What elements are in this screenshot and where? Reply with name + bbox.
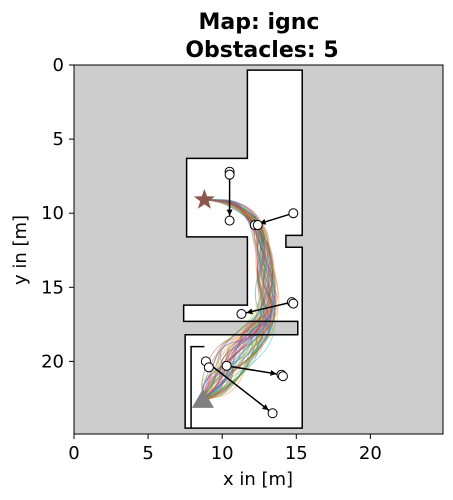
trajectory-line [202,199,270,402]
obstacle-end-circle [224,215,235,226]
goal-star-marker [193,188,215,209]
x-axis-label: x in [m] [223,469,293,490]
free-space [183,70,303,429]
y-axis-ticks: 0 5 10 15 20 [41,55,74,372]
obstacle-circle [224,169,235,180]
chart-title-line-2: Obstacles: 5 [185,38,338,63]
y-tick-label: 5 [53,129,64,150]
trajectory-line [201,199,276,401]
markers [191,188,215,408]
trajectory-line [203,199,276,401]
start-triangle-marker [191,388,214,408]
trajectory-line [203,199,265,401]
x-tick-label: 15 [285,443,308,464]
trajectory-line [202,199,277,400]
obstacle-arrowhead [262,404,269,411]
trajectory-line [203,199,272,402]
y-tick-label: 20 [41,351,64,372]
obstacle-end-circle [267,408,278,419]
trajectory-line [202,199,273,401]
obstacle-circle [288,298,299,309]
trajectory-line [201,199,266,401]
y-tick-label: 15 [41,277,64,298]
trajectory-line [203,199,273,401]
obstacle-circle [203,362,214,373]
obstacle-arrowhead [226,209,233,216]
trajectory-line [203,199,269,401]
obstacles [200,166,299,419]
trajectory-line [203,199,272,401]
trajectory-line [203,199,273,401]
obstacle-arrowhead [246,308,253,315]
obstacle-circle [277,371,288,382]
trajectory-line [201,199,273,400]
y-axis-label: y in [m] [10,215,31,285]
trajectory-line [202,199,277,401]
x-tick-label: 0 [68,443,79,464]
obstacle-start-circle [288,208,299,219]
obstacle-path [205,360,274,414]
y-tick-label: 0 [53,55,64,76]
trajectory-line [202,199,268,401]
x-axis-ticks: 0 5 10 15 20 [68,434,382,464]
obstacle-start-circle [221,360,232,371]
obstacle-circle [252,220,263,231]
trajectory-line [201,199,275,400]
trajectory-line [203,199,276,400]
trajectory-line [201,199,266,400]
x-tick-label: 10 [211,443,234,464]
plot-frame [73,64,444,435]
chart-title-line-1: Map: ignc [199,10,320,35]
trajectory-line [202,199,275,401]
trajectory-line [201,199,276,401]
x-tick-label: 5 [142,443,153,464]
trajectory-line [203,199,270,401]
trajectory-line [201,199,266,401]
obstacle-arrowhead [270,370,277,376]
inner-wall [190,345,205,429]
trajectory-line [203,199,276,400]
map-layer [182,69,303,429]
obstacle-end-circle [236,308,247,319]
map-walls [182,69,303,429]
trajectory-line [202,199,273,400]
x-tick-label: 20 [359,443,382,464]
y-tick-label: 10 [41,203,64,224]
